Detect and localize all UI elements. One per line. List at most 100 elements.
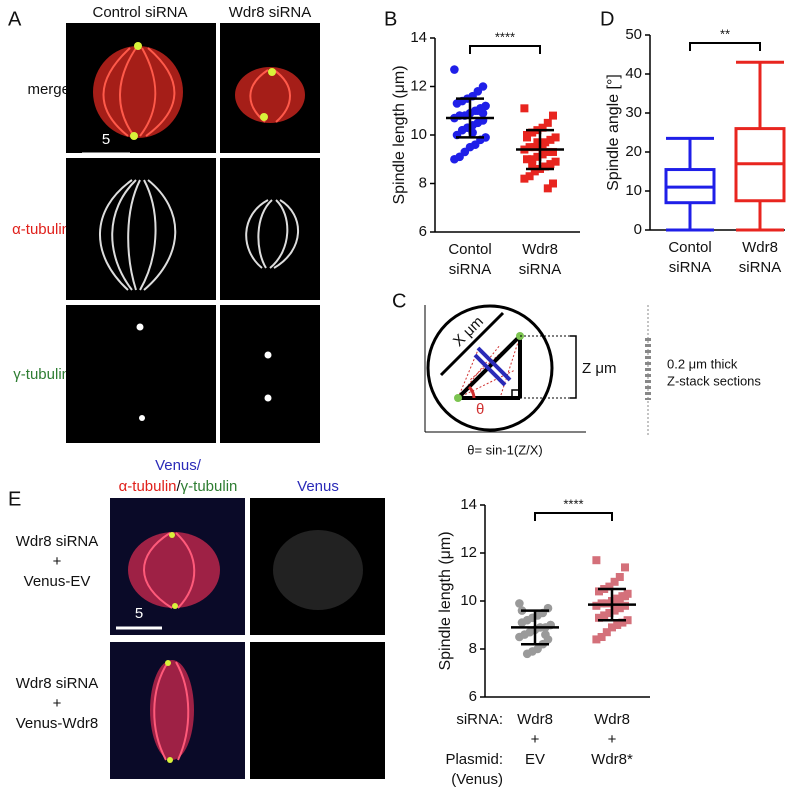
y-tick-label: 14 (410, 29, 427, 46)
diagram-label: θ (476, 401, 484, 418)
data-point (525, 172, 534, 181)
data-point (543, 147, 552, 156)
diagram-label: Z μm (582, 360, 616, 377)
row-label: Plasmid: (445, 751, 503, 768)
y-tick-label: 8 (419, 174, 427, 191)
diagram-note: Z-stack sections (667, 373, 761, 388)
data-point (450, 154, 459, 164)
data-point (528, 160, 537, 169)
x-tick-label: Wdr8 (517, 711, 553, 728)
y-tick-label: 8 (469, 640, 477, 657)
data-point (450, 65, 459, 74)
x-tick-label: siRNA (739, 259, 782, 276)
data-point (538, 123, 547, 132)
row-label: + (53, 553, 62, 570)
x-tick-label: Wdr8 (742, 239, 778, 256)
x-tick-label: Wdr8 (594, 711, 630, 728)
y-tick-label: 6 (469, 688, 477, 705)
y-tick-label: 40 (625, 65, 642, 82)
data-point (549, 111, 557, 120)
x-tick-label: Contol (448, 241, 491, 258)
micrographs: 5 (66, 23, 320, 443)
row-label: Wdr8 siRNA (16, 675, 99, 692)
y-tick-label: 6 (419, 223, 427, 240)
data-point (473, 106, 483, 116)
y-tick-label: 12 (410, 77, 427, 94)
data-point (605, 582, 614, 591)
data-point (610, 577, 619, 586)
row-label: + (53, 695, 62, 712)
data-point (541, 162, 550, 171)
x-tick-label: + (608, 731, 617, 748)
data-point (595, 613, 603, 622)
column-header: Venus (297, 478, 339, 495)
row-label: siRNA: (456, 711, 503, 728)
row-label: Venus-EV (24, 573, 91, 590)
data-point (541, 630, 550, 639)
data-point (520, 104, 529, 113)
panel-label: C (392, 290, 406, 312)
column-header: Control siRNA (92, 4, 187, 21)
data-point (452, 99, 462, 108)
data-point (543, 118, 552, 127)
column-header: Venus/ (155, 457, 202, 474)
data-point (615, 604, 624, 613)
data-point (523, 155, 531, 164)
data-point (551, 157, 560, 166)
significance-bracket (534, 512, 613, 521)
significance-label: **** (495, 29, 515, 44)
data-point (528, 155, 537, 164)
data-point (546, 160, 555, 169)
data-point (515, 632, 524, 642)
y-tick-label: 50 (625, 26, 642, 43)
y-tick-label: 12 (460, 544, 477, 561)
row-label: Venus-Wdr8 (16, 715, 99, 732)
panel-label: A (8, 8, 22, 30)
significance-bracket (469, 45, 541, 54)
column-header: α-tubulin/γ-tubulin (119, 478, 238, 495)
data-point (551, 133, 560, 142)
data-point (522, 649, 532, 659)
diagram-label: X μm (450, 313, 487, 350)
row-label: (Venus) (451, 771, 503, 787)
data-point (515, 599, 524, 608)
data-point (533, 138, 542, 147)
x-tick-label: EV (525, 751, 545, 768)
data-point (602, 628, 611, 637)
data-point (549, 179, 557, 188)
y-tick-label: 10 (460, 592, 477, 609)
scale-bar-label: 5 (135, 605, 143, 622)
data-point (615, 573, 624, 581)
micrographs: 5 (110, 498, 385, 779)
data-point (592, 556, 601, 565)
data-point (528, 128, 537, 137)
data-point (538, 150, 547, 159)
data-point (610, 604, 619, 613)
row-label: merge (27, 81, 70, 98)
significance-label: **** (563, 496, 583, 511)
data-point (530, 167, 539, 176)
data-point (618, 618, 627, 627)
y-axis-title: Spindle length (μm) (437, 531, 454, 670)
data-point (592, 635, 601, 644)
row-label: γ-tubulin (13, 366, 70, 383)
x-tick-label: Wdr8* (591, 751, 633, 768)
data-point (613, 621, 622, 629)
x-tick-label: siRNA (519, 261, 562, 278)
data-point (621, 563, 629, 572)
scale-bar-label: 5 (102, 131, 110, 148)
y-tick-label: 14 (460, 496, 477, 513)
data-point (595, 587, 603, 596)
data-point (623, 616, 632, 625)
data-point (533, 152, 542, 161)
data-point (546, 135, 555, 144)
data-point (600, 611, 609, 620)
data-point (621, 592, 629, 601)
x-tick-label: + (531, 731, 540, 748)
y-tick-label: 10 (410, 126, 427, 143)
data-point (520, 174, 529, 183)
diagram-formula: θ= sin-1(Z/X) (467, 442, 543, 457)
y-tick-label: 0 (634, 221, 642, 238)
row-label: Wdr8 siRNA (16, 533, 99, 550)
y-tick-label: 10 (625, 182, 642, 199)
